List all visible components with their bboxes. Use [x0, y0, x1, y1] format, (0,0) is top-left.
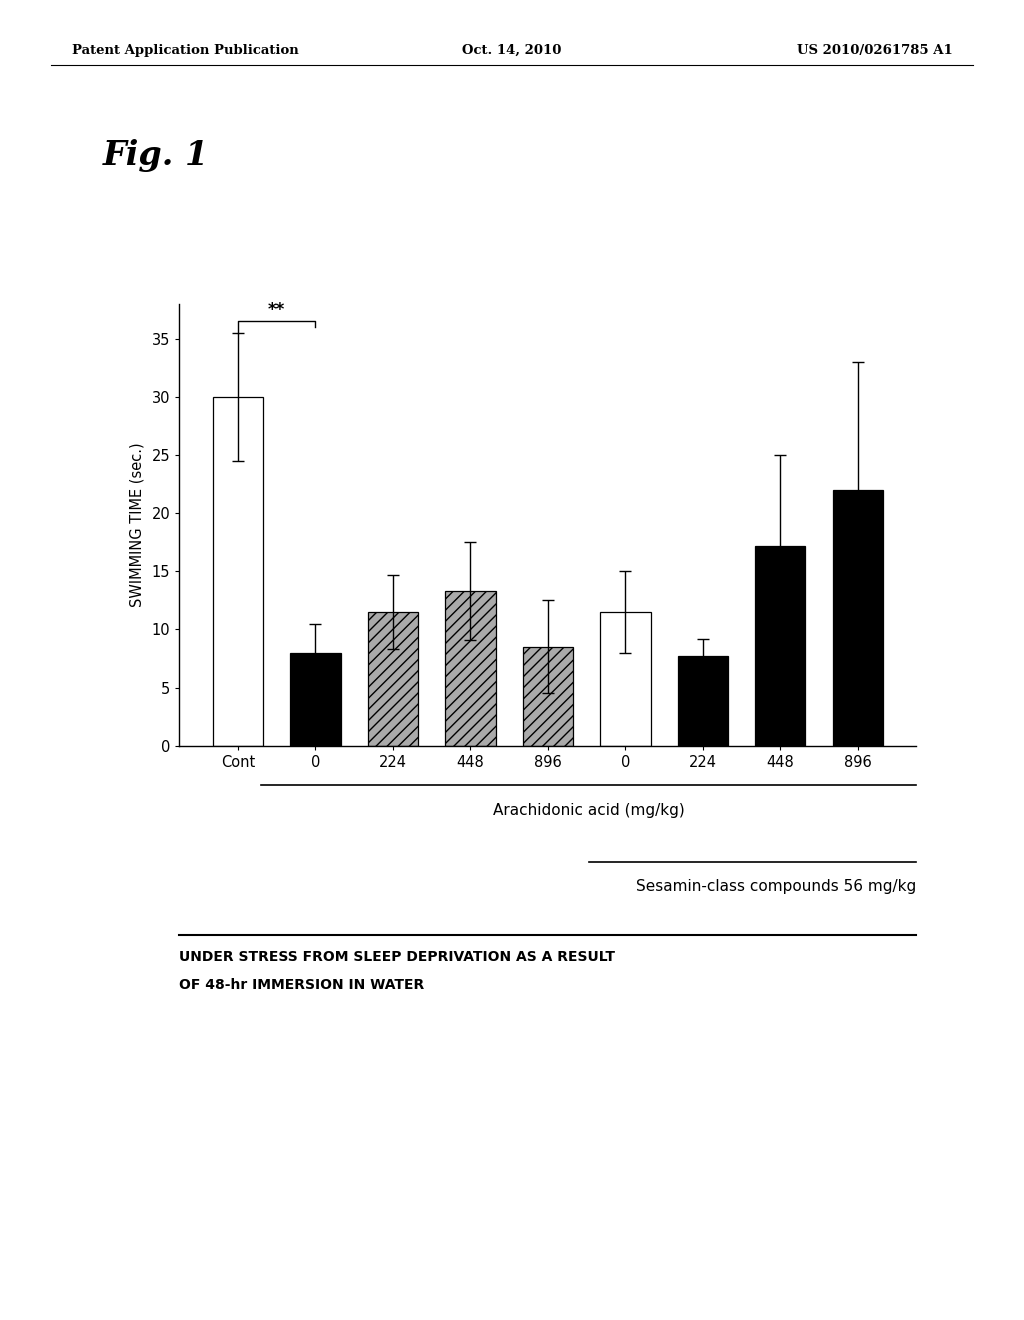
Bar — [368, 612, 418, 746]
Bar — [290, 652, 341, 746]
Text: Sesamin-class compounds 56 mg/kg: Sesamin-class compounds 56 mg/kg — [636, 879, 916, 894]
Text: Patent Application Publication: Patent Application Publication — [72, 44, 298, 57]
Bar — [600, 612, 650, 746]
Bar — [445, 591, 496, 746]
Text: OF 48-hr IMMERSION IN WATER: OF 48-hr IMMERSION IN WATER — [179, 978, 425, 993]
Text: US 2010/0261785 A1: US 2010/0261785 A1 — [797, 44, 952, 57]
Bar — [522, 647, 573, 746]
Text: **: ** — [268, 301, 286, 318]
Text: Fig. 1: Fig. 1 — [102, 139, 209, 172]
Text: Arachidonic acid (mg/kg): Arachidonic acid (mg/kg) — [493, 803, 685, 817]
Bar — [833, 490, 883, 746]
Y-axis label: SWIMMING TIME (sec.): SWIMMING TIME (sec.) — [129, 442, 144, 607]
Text: Oct. 14, 2010: Oct. 14, 2010 — [462, 44, 562, 57]
Bar — [213, 397, 263, 746]
Bar — [678, 656, 728, 746]
Bar — [755, 545, 806, 746]
Text: UNDER STRESS FROM SLEEP DEPRIVATION AS A RESULT: UNDER STRESS FROM SLEEP DEPRIVATION AS A… — [179, 950, 615, 965]
